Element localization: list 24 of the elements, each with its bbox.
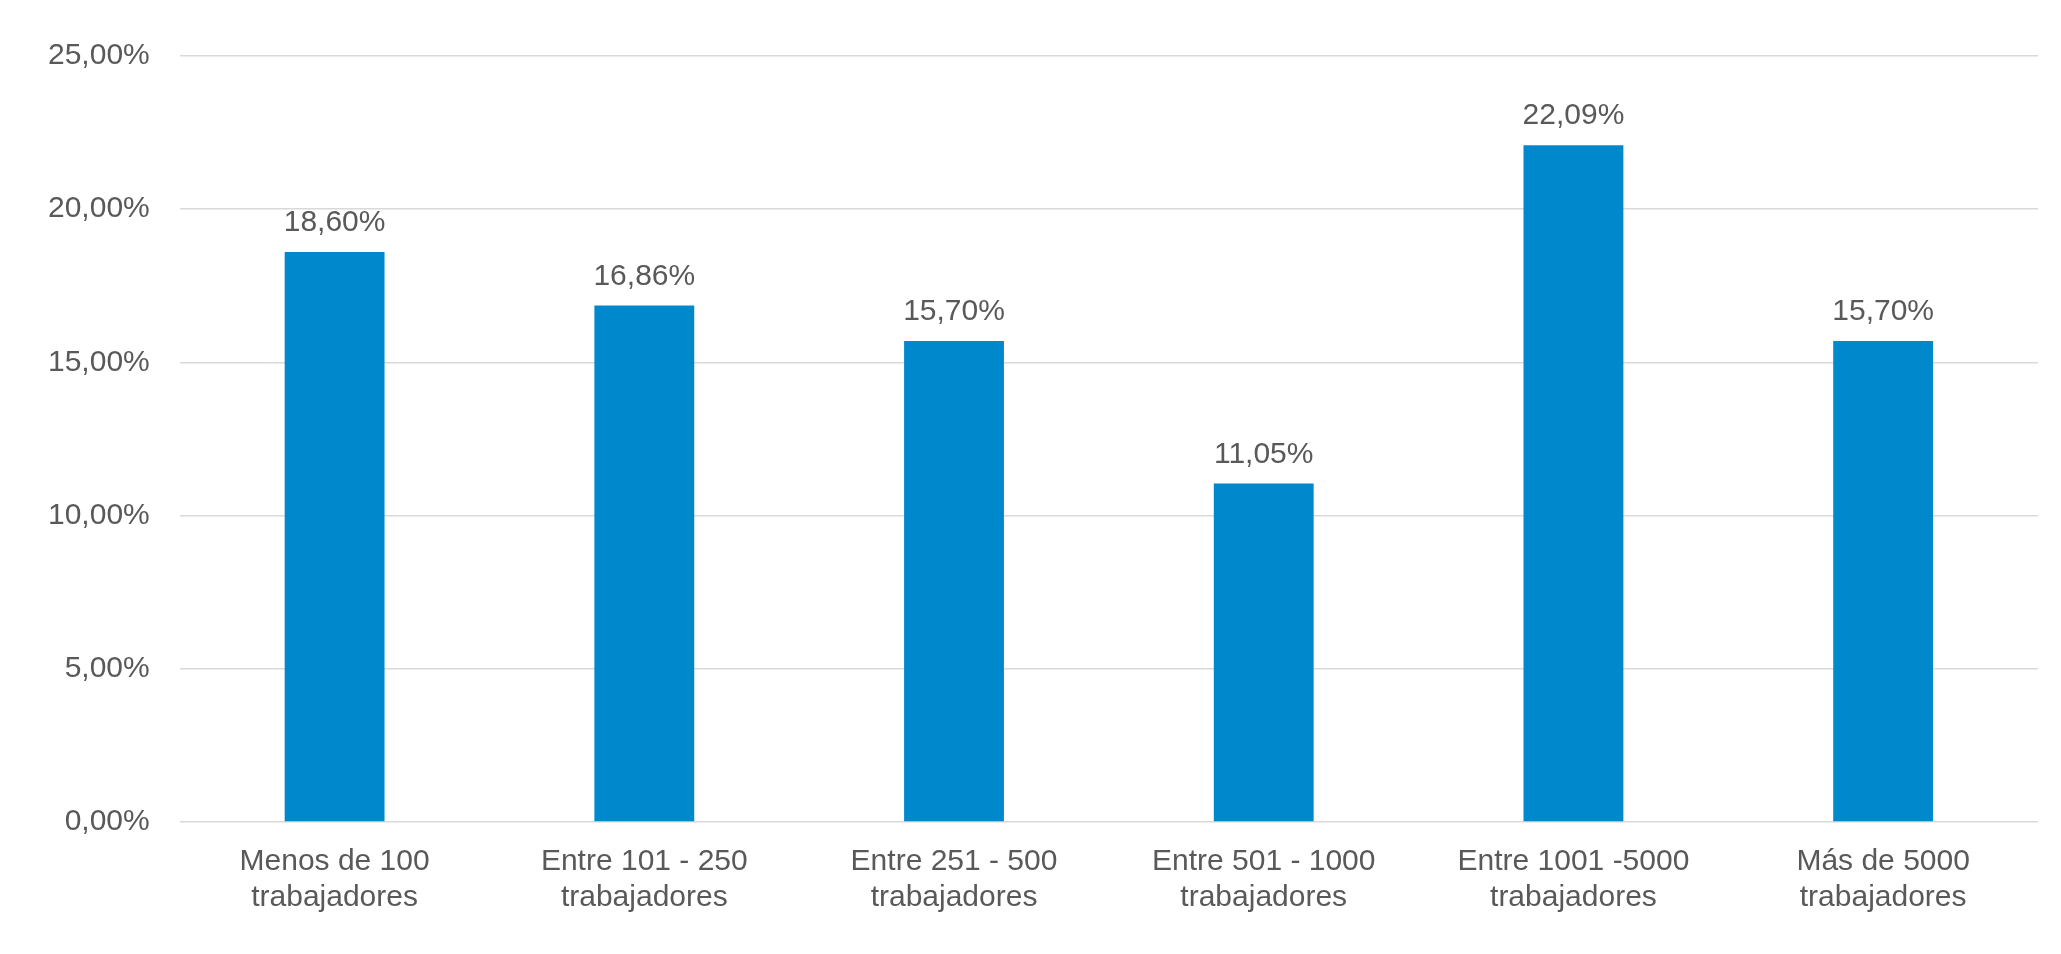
x-tick-label: Entre 501 - 1000 trabajadores	[1151, 843, 1376, 913]
x-tick-label: Entre 101 - 250 trabajadores	[540, 843, 748, 913]
y-tick-label: 20,00%	[48, 190, 150, 224]
data-label: 22,09%	[1522, 97, 1625, 131]
bar	[904, 340, 1004, 822]
x-tick-label: Entre 251 - 500 trabajadores	[850, 843, 1058, 913]
x-tick-label: Más de 5000 trabajadores	[1796, 843, 1970, 913]
bar	[1523, 145, 1624, 822]
data-label: 15,70%	[1832, 293, 1935, 327]
bar	[284, 252, 385, 822]
bar	[1213, 483, 1314, 822]
y-tick-label: 0,00%	[64, 803, 150, 837]
bar	[594, 305, 695, 822]
x-tick-label: Entre 1001 -5000 trabajadores	[1457, 843, 1690, 913]
data-label: 15,70%	[903, 293, 1005, 327]
y-tick-label: 25,00%	[48, 37, 150, 71]
y-tick-label: 15,00%	[48, 343, 150, 377]
x-tick-label: Menos de 100 trabajadores	[239, 843, 430, 913]
y-tick-label: 5,00%	[64, 650, 150, 684]
data-label: 11,05%	[1213, 435, 1314, 469]
data-label: 18,60%	[283, 204, 386, 238]
bar	[1833, 340, 1934, 822]
y-tick-label: 10,00%	[48, 496, 150, 530]
data-label: 16,86%	[593, 257, 696, 291]
